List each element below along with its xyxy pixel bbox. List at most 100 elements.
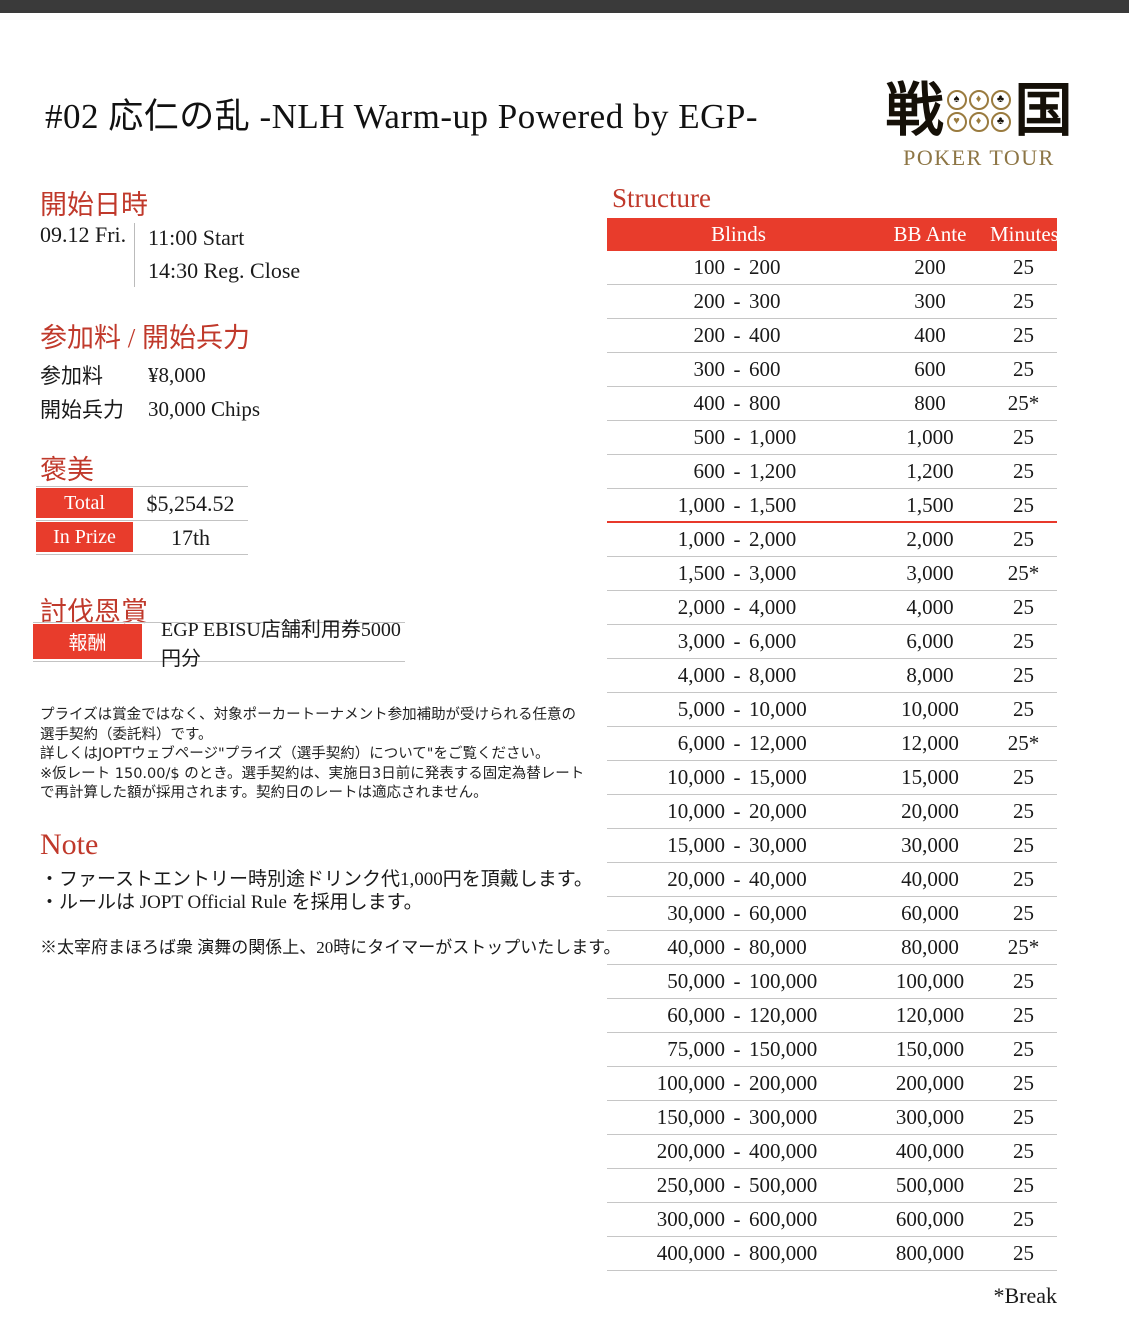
table-row: 300 - 600 600 25: [607, 353, 1057, 387]
blind-big: 1,000: [749, 425, 797, 449]
blind-big: 400: [749, 323, 781, 347]
blind-dash: -: [733, 561, 741, 585]
blinds-cell: 40,000 - 80,000: [607, 935, 870, 960]
structure-table: Blinds BB Ante Minutes 100 - 200 200 25 …: [607, 218, 1059, 1271]
blind-dash: -: [733, 527, 741, 551]
disclaimer-line: 詳しくはJOPTウェブページ"プライズ（選手契約）について"をご覧ください。: [40, 746, 550, 762]
bb-ante-cell: 500,000: [895, 1173, 965, 1197]
column-header-blinds: Blinds: [711, 222, 766, 246]
blind-big: 300: [749, 289, 781, 313]
blind-big: 4,000: [749, 595, 797, 619]
blinds-cell: 250,000 - 500,000: [607, 1173, 870, 1198]
structure-heading: Structure: [612, 183, 711, 213]
bb-ante-cell: 8,000: [906, 663, 954, 687]
prize-total-value: $5,254.52: [146, 490, 235, 516]
blind-big: 10,000: [749, 697, 807, 721]
blind-dash: -: [733, 459, 741, 483]
table-row: 400,000 - 800,000 800,000 25: [607, 1237, 1057, 1271]
heart-icon: ♥: [946, 111, 967, 132]
table-row: 15,000 - 30,000 30,000 25: [607, 829, 1057, 863]
table-row: 60,000 - 120,000 120,000 25: [607, 999, 1057, 1033]
bb-ante-cell: 60,000: [901, 901, 959, 925]
table-row: 50,000 - 100,000 100,000 25: [607, 965, 1057, 999]
blind-dash: -: [733, 1003, 741, 1027]
blind-small: 1,500: [677, 561, 725, 585]
blind-small: 200: [693, 323, 726, 347]
blinds-cell: 30,000 - 60,000: [607, 901, 870, 926]
schedule-heading: 開始日時: [40, 190, 148, 220]
bb-ante-cell: 20,000: [901, 799, 959, 823]
bb-ante-cell: 300: [914, 289, 946, 313]
minutes-cell: 25: [1013, 255, 1034, 279]
blind-dash: -: [733, 833, 741, 857]
blinds-cell: 1,000 - 2,000: [607, 527, 870, 552]
blind-dash: -: [733, 255, 741, 279]
minutes-cell: 25: [1013, 799, 1034, 823]
blind-small: 300,000: [656, 1207, 725, 1231]
prize-disclaimer: プライズは賞金ではなく、対象ポーカートーナメント参加補助が受けられる任意の 選手…: [40, 706, 600, 804]
blind-dash: -: [733, 1037, 741, 1061]
blind-big: 6,000: [749, 629, 797, 653]
note-bullets: ・ファーストエントリー時別途ドリンク代1,000円を頂戴します。 ・ルールは J…: [40, 868, 593, 914]
blind-big: 12,000: [749, 731, 807, 755]
table-row: 250,000 - 500,000 500,000 25: [607, 1169, 1057, 1203]
blinds-cell: 200 - 300: [607, 289, 870, 314]
table-row: 10,000 - 20,000 20,000 25: [607, 795, 1057, 829]
minutes-cell: 25: [1013, 425, 1034, 449]
bb-ante-cell: 30,000: [901, 833, 959, 857]
table-row: 100 - 200 200 25: [607, 251, 1057, 285]
bb-ante-cell: 800: [914, 391, 946, 415]
bb-ante-cell: 2,000: [906, 527, 954, 551]
table-row: 200 - 400 400 25: [607, 319, 1057, 353]
table-row: 6,000 - 12,000 12,000 25*: [607, 727, 1057, 761]
minutes-cell: 25: [1013, 1037, 1034, 1061]
table-row: 100,000 - 200,000 200,000 25: [607, 1067, 1057, 1101]
table-row: In Prize 17th: [36, 521, 248, 555]
blind-dash: -: [733, 663, 741, 687]
disclaimer-line: プライズは賞金ではなく、対象ポーカートーナメント参加補助が受けられる任意の: [40, 707, 577, 723]
table-row: Total $5,254.52: [36, 487, 248, 521]
minutes-cell: 25: [1013, 289, 1034, 313]
bb-ante-cell: 4,000: [906, 595, 954, 619]
minutes-cell: 25: [1013, 1241, 1034, 1265]
blind-small: 1,000: [677, 527, 725, 551]
minutes-cell: 25: [1013, 1173, 1034, 1197]
table-row: 1,500 - 3,000 3,000 25*: [607, 557, 1057, 591]
blind-small: 4,000: [677, 663, 725, 687]
schedule-divider: [134, 223, 135, 287]
blind-dash: -: [733, 867, 741, 891]
blind-dash: -: [733, 697, 741, 721]
bb-ante-cell: 3,000: [906, 561, 954, 585]
minutes-cell: 25: [1013, 833, 1034, 857]
blind-big: 600: [749, 357, 781, 381]
bb-ante-cell: 6,000: [906, 629, 954, 653]
bb-ante-cell: 200,000: [895, 1071, 965, 1095]
blind-small: 50,000: [667, 969, 725, 993]
entry-fee-row: 参加料 ¥8,000: [40, 358, 260, 392]
blind-small: 250,000: [656, 1173, 725, 1197]
blinds-cell: 2,000 - 4,000: [607, 595, 870, 620]
minutes-cell: 25: [1013, 527, 1034, 551]
table-row: 20,000 - 40,000 40,000 25: [607, 863, 1057, 897]
bb-ante-cell: 10,000: [901, 697, 959, 721]
column-header-minutes: Minutes: [990, 222, 1059, 246]
blinds-cell: 400 - 800: [607, 391, 870, 416]
blind-big: 20,000: [749, 799, 807, 823]
blind-small: 15,000: [667, 833, 725, 857]
table-row: 150,000 - 300,000 300,000 25: [607, 1101, 1057, 1135]
page-title: #02 応仁の乱 -NLH Warm-up Powered by EGP-: [45, 97, 758, 136]
blinds-cell: 100,000 - 200,000: [607, 1071, 870, 1096]
blind-big: 120,000: [749, 1003, 818, 1027]
bb-ante-cell: 200: [914, 255, 946, 279]
note-bullet: ・ファーストエントリー時別途ドリンク代1,000円を頂戴します。: [40, 869, 593, 890]
bounty-table: 報酬 EGP EBISU店舗利用券5000円分: [33, 619, 405, 670]
minutes-cell: 25: [1013, 595, 1034, 619]
blinds-cell: 10,000 - 15,000: [607, 765, 870, 790]
schedule-block: 09.12 Fri. 11:00 Start 14:30 Reg. Close: [40, 221, 300, 287]
blind-big: 150,000: [749, 1037, 818, 1061]
minutes-cell: 25*: [1007, 731, 1040, 755]
logo-kanji-row: 戦 ♠ ♦ ♣ ♥ ♦ ♣ 国: [885, 82, 1072, 140]
blind-big: 60,000: [749, 901, 807, 925]
minutes-cell: 25: [1013, 1071, 1034, 1095]
